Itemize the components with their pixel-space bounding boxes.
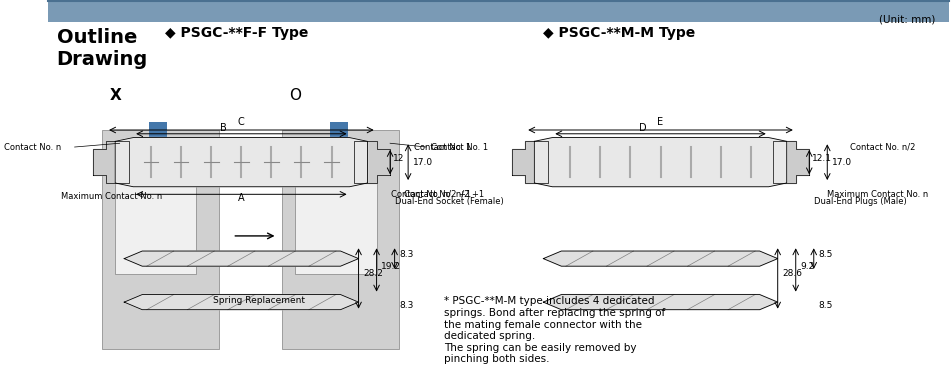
Text: 12.1: 12.1 xyxy=(812,154,832,163)
Text: Contact No. n/2: Contact No. n/2 xyxy=(850,142,915,152)
Text: A: A xyxy=(238,193,245,203)
Text: E: E xyxy=(658,118,664,127)
Polygon shape xyxy=(124,251,359,266)
Text: Spring Replacement: Spring Replacement xyxy=(213,296,306,305)
Polygon shape xyxy=(773,141,809,183)
Text: Contact No. 1: Contact No. 1 xyxy=(414,142,471,152)
Text: 17.0: 17.0 xyxy=(832,158,852,167)
Bar xyxy=(282,130,399,349)
Text: (Unit: mm): (Unit: mm) xyxy=(879,15,936,25)
Bar xyxy=(48,2,949,22)
Bar xyxy=(329,122,347,153)
Text: Contact No. n/2 +1: Contact No. n/2 +1 xyxy=(404,190,484,199)
Polygon shape xyxy=(115,137,367,187)
Text: 8.3: 8.3 xyxy=(399,301,413,310)
Polygon shape xyxy=(124,295,359,310)
Text: 19.2: 19.2 xyxy=(381,262,401,271)
Text: Maximum Contact No. n: Maximum Contact No. n xyxy=(827,190,928,199)
Text: 8.5: 8.5 xyxy=(819,250,833,259)
Text: 9.2: 9.2 xyxy=(801,262,815,271)
Text: B: B xyxy=(220,122,227,132)
Text: * PSGC-**M-M type includes 4 dedicated
springs. Bond after replacing the spring : * PSGC-**M-M type includes 4 dedicated s… xyxy=(445,296,665,364)
Text: ◆ PSGC-**M-M Type: ◆ PSGC-**M-M Type xyxy=(544,26,696,40)
Text: 8.3: 8.3 xyxy=(399,250,413,259)
Bar xyxy=(102,130,219,349)
Text: O: O xyxy=(289,88,302,103)
Text: Contact No. n: Contact No. n xyxy=(4,142,61,152)
FancyArrowPatch shape xyxy=(235,233,273,239)
Text: Contact No. 1: Contact No. 1 xyxy=(430,142,487,152)
Text: Maximum Contact No. n: Maximum Contact No. n xyxy=(61,192,163,201)
Text: 8.5: 8.5 xyxy=(819,301,833,310)
Bar xyxy=(115,153,196,274)
Polygon shape xyxy=(512,141,547,183)
Text: Dual-End Socket (Female): Dual-End Socket (Female) xyxy=(395,197,504,206)
Text: 17.0: 17.0 xyxy=(412,158,433,167)
Text: 28.2: 28.2 xyxy=(363,269,383,278)
Polygon shape xyxy=(534,137,786,187)
Text: C: C xyxy=(238,118,245,127)
Text: ◆ PSGC-**F-F Type: ◆ PSGC-**F-F Type xyxy=(165,26,308,40)
Bar xyxy=(149,122,168,153)
Text: Outline
Drawing: Outline Drawing xyxy=(56,28,148,69)
Text: 12: 12 xyxy=(393,154,405,163)
Text: D: D xyxy=(639,122,646,132)
Text: X: X xyxy=(109,88,121,103)
Polygon shape xyxy=(544,295,778,310)
Polygon shape xyxy=(92,141,129,183)
Text: 28.6: 28.6 xyxy=(783,269,803,278)
Polygon shape xyxy=(354,141,390,183)
Text: Contact No. n/2 +1: Contact No. n/2 +1 xyxy=(391,190,471,199)
Bar xyxy=(295,153,377,274)
Text: Dual-End Plugs (Male): Dual-End Plugs (Male) xyxy=(814,197,906,206)
Polygon shape xyxy=(544,251,778,266)
